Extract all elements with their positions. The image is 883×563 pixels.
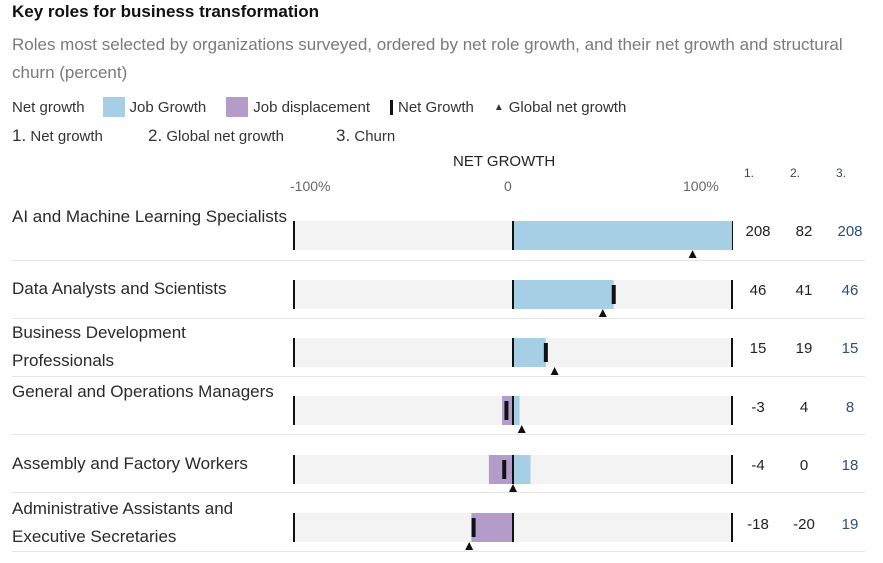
column-header-net-growth: 1. [744,166,755,180]
job-growth-bar [513,396,520,425]
role-label: AI and Machine Learning Specialists [12,207,287,226]
role-label: Business Development Professionals [12,323,186,370]
churn-value: 8 [845,399,855,416]
job-growth-bar [513,455,531,484]
global-net-growth-value: 0 [799,457,809,474]
tick-label-zero: 0 [504,178,512,194]
global-net-growth-triangle [465,542,474,550]
column-legend-1: 1. Net growth [12,126,103,145]
legend-job-displacement: Job displacement [253,98,370,116]
net-growth-value: 46 [749,282,767,299]
net-growth-value: 208 [745,223,771,240]
global-net-growth-triangle [509,484,517,492]
row-divider [12,376,865,377]
tick-label-min: -100% [290,178,331,194]
job-growth-bar [513,221,732,250]
column-header-global-net-growth: 2. [790,166,801,180]
legend-title: Net growth [12,98,85,116]
role-label: Administrative Assistants and Executive … [12,499,234,546]
job-growth-swatch [102,97,125,117]
column-legend-2: 2. Global net growth [148,126,284,145]
global-net-growth-value: 4 [799,399,809,416]
role-label: Data Analysts and Scientists [12,279,227,298]
churn-value: 208 [837,223,863,240]
net-growth-mark [543,343,548,362]
churn-value: 15 [841,340,859,357]
row-divider [12,492,865,493]
axis-title: NET GROWTH [453,153,556,170]
legend-global-net-growth: Global net growth [508,98,627,116]
global-net-growth-triangle [550,367,559,375]
legend: Net growth Job Growth Job displacement N… [12,97,626,117]
global-net-growth-triangle [517,425,526,433]
role-label: Assembly and Factory Workers [12,454,248,473]
global-net-growth-value: 41 [795,282,813,299]
global-net-growth-triangle [688,250,697,258]
legend-job-growth: Job Growth [129,98,207,116]
job-displacement-swatch [226,97,249,117]
net-growth-mark [471,518,476,537]
job-growth-bar [513,280,614,309]
net-growth-mark [611,285,616,304]
column-header-churn: 3. [836,166,847,180]
global-net-growth-value: 19 [795,340,813,357]
row-divider [12,551,865,552]
net-growth-mark [502,460,507,479]
legend-net-growth: Net Growth [397,98,474,116]
global-net-growth-triangle-icon: ▲ [493,101,504,113]
chart-title: Key roles for business transformation [12,2,320,21]
net-growth-mark [504,401,509,420]
job-displacement-bar [471,513,513,542]
global-net-growth-value: -20 [793,516,815,533]
net-growth-value: -18 [747,516,769,533]
row-divider [12,260,865,261]
net-growth-mark-icon [389,99,393,115]
column-legend-3: 3. Churn [336,126,396,145]
job-displacement-bar [488,455,513,484]
net-growth-value: 15 [749,340,767,357]
churn-value: 18 [841,457,859,474]
churn-value: 46 [841,282,859,299]
net-growth-value: -3 [751,399,765,416]
global-net-growth-triangle [598,309,607,317]
global-net-growth-value: 82 [795,223,813,240]
role-label: General and Operations Managers [12,382,274,401]
row-divider [12,318,865,319]
job-growth-bar [513,338,546,367]
chart-subtitle: Roles most selected by organizations sur… [12,35,843,82]
net-growth-value: -4 [751,457,765,474]
tick-label-max: 100% [683,178,719,194]
churn-value: 19 [841,516,859,533]
row-divider [12,434,865,435]
